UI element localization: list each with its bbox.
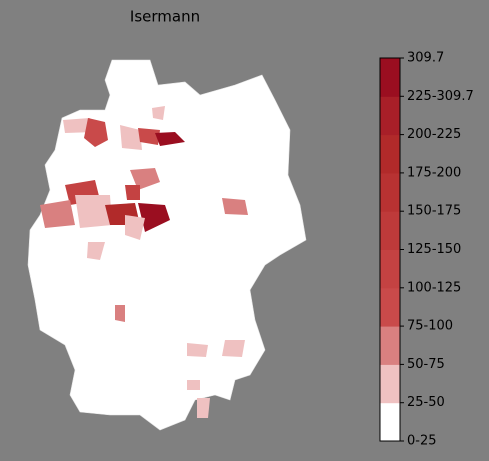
colorbar-label: 175-200 [407,165,461,180]
region [130,168,160,190]
region [138,203,170,232]
germany-map [27,59,307,431]
colorbar-label: 25-50 [407,395,445,410]
region [84,118,108,147]
map-title: Isermann [130,8,200,26]
region [115,305,125,322]
colorbar-band [380,211,400,250]
colorbar-band [380,402,400,442]
colorbar-band [380,249,400,289]
colorbar-band [380,96,400,136]
colorbar-label: 100-125 [407,280,461,295]
region [187,380,200,390]
region [125,215,145,240]
colorbar-band [380,364,400,404]
colorbar-band [380,287,400,327]
region [120,125,142,150]
region [75,195,112,228]
region [222,340,245,357]
country-outline [27,59,307,431]
colorbar: 0-25 25-50 50-75 75-100 100-125 125-150 150-17… [379,51,474,449]
region [125,185,140,200]
colorbar-band [380,172,400,212]
colorbar-label: 200-225 [407,127,461,142]
colorbar-label: 150-175 [407,204,461,219]
colorbar-band [380,326,400,365]
colorbar-label: 125-150 [407,242,461,257]
region [40,200,75,228]
region [197,398,210,418]
region [155,132,185,146]
region [138,128,160,145]
region [87,242,105,260]
colorbar-label: 75-100 [407,319,453,334]
colorbar-label: 225-309.7 [407,89,474,104]
region [187,343,208,357]
colorbar-label: 50-75 [407,357,445,372]
region [152,106,165,120]
colorbar-label: 0-25 [407,434,437,449]
colorbar-band [380,58,400,97]
colorbar-band [380,134,400,174]
colorbar-label: 309.7 [407,51,444,66]
region [222,198,248,215]
